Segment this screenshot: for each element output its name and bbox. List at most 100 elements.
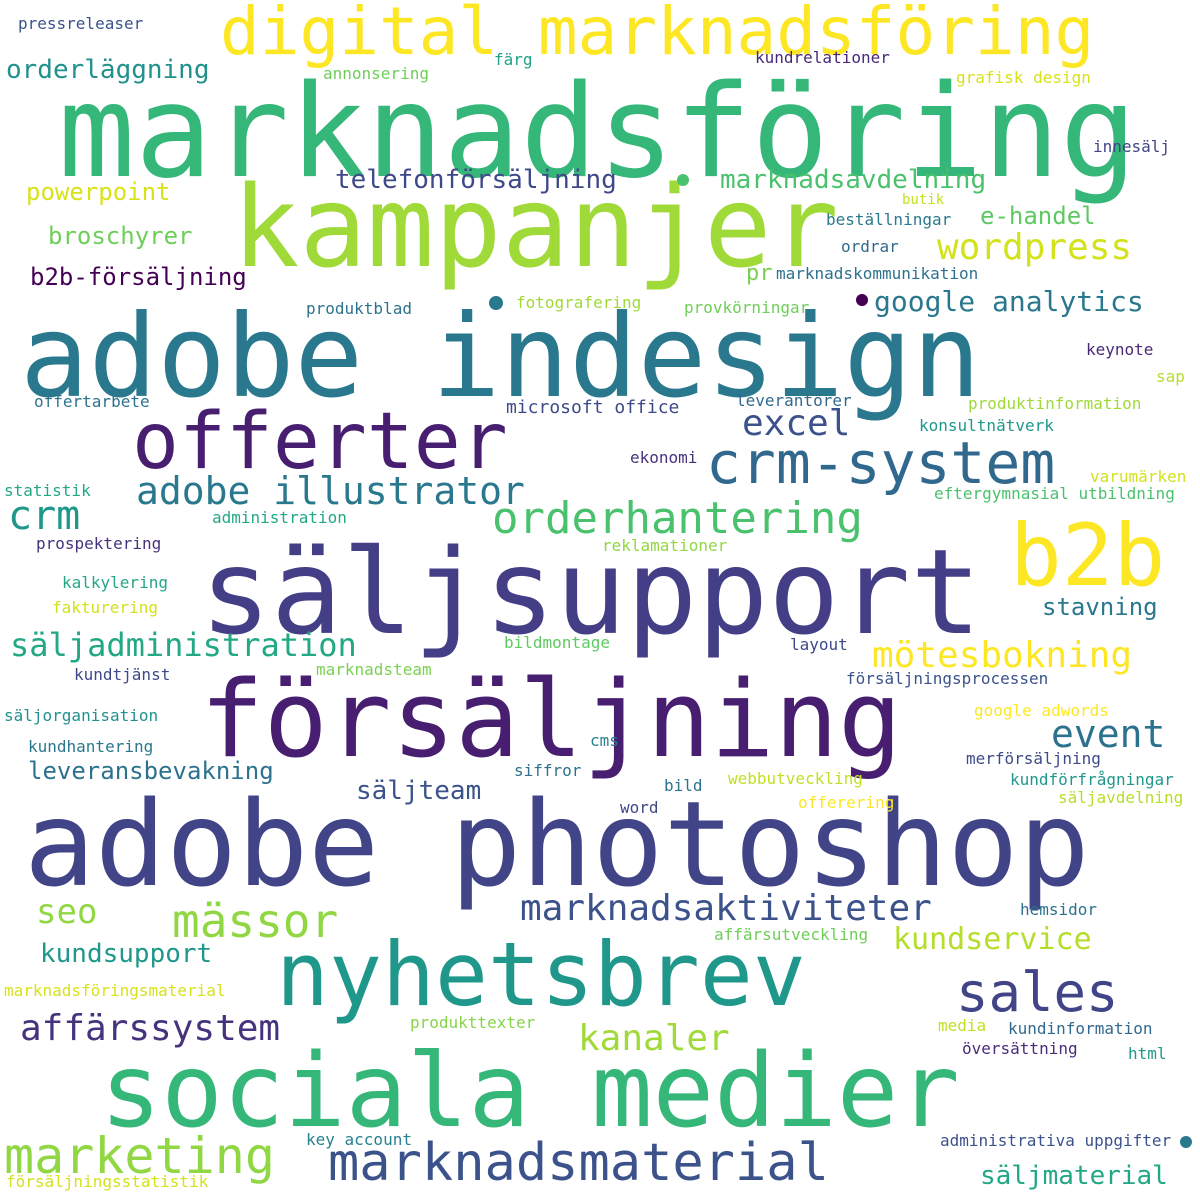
cloud-word: wordpress — [937, 227, 1133, 268]
cloud-word: fakturering — [52, 598, 158, 617]
cloud-word: kundförfrågningar — [1010, 770, 1174, 789]
cloud-word: offertarbete — [34, 392, 150, 411]
cloud-word: word — [620, 798, 659, 817]
cloud-word: försäljningsstatistik — [6, 1172, 209, 1191]
cloud-word: bildmontage — [504, 633, 610, 652]
cloud-word: broschyrer — [48, 222, 193, 250]
cloud-word: kundrelationer — [755, 48, 890, 67]
cloud-word: sociala medier — [100, 1032, 960, 1151]
cloud-word: färg — [494, 50, 533, 69]
cloud-word: kundhantering — [28, 737, 154, 756]
cloud-word: provkörningar — [684, 298, 810, 317]
cloud-word: media — [938, 1016, 987, 1035]
cloud-word: säljadministration — [10, 626, 357, 664]
cloud-word: fotografering — [516, 293, 642, 312]
cloud-word: produkttexter — [410, 1013, 536, 1032]
cloud-word: crm — [8, 493, 81, 539]
cloud-word: säljmaterial — [980, 1161, 1168, 1191]
cloud-word: grafisk design — [956, 68, 1091, 87]
cloud-word: excel — [742, 403, 851, 444]
cloud-word: offerering — [798, 793, 895, 812]
cloud-word: adobe indesign — [20, 290, 981, 423]
cloud-word: säljavdelning — [1058, 788, 1184, 807]
cloud-word: pressreleaser — [18, 14, 144, 33]
cloud-word: webbutveckling — [728, 769, 863, 788]
cloud-word: kundservice — [893, 922, 1092, 957]
cloud-word: beställningar — [826, 210, 952, 229]
cloud-word: marknadskommunikation — [776, 264, 979, 283]
cloud-word: säljorganisation — [4, 706, 159, 725]
cloud-word: keynote — [1086, 340, 1154, 359]
cloud-word: mötesbokning — [872, 635, 1133, 676]
cloud-word: leveransbevakning — [28, 757, 274, 785]
cloud-word: html — [1128, 1044, 1167, 1063]
cloud-word: ordrar — [841, 237, 899, 256]
cloud-word: crm-system — [706, 429, 1056, 497]
cloud-word: merförsäljning — [966, 749, 1101, 768]
cloud-word: adobe photoshop — [24, 775, 1090, 913]
cloud-word: marknadsmaterial — [328, 1133, 829, 1193]
cloud-word: mässor — [172, 894, 339, 948]
cloud-word: försäljningsprocessen — [846, 669, 1049, 688]
cloud-word: butik — [902, 192, 945, 208]
cloud-word: marknadsaktiviteter — [520, 888, 932, 929]
cloud-word: layout — [790, 635, 848, 654]
cloud-word: administrativa uppgifter — [940, 1131, 1172, 1150]
cloud-word: kalkylering — [62, 573, 168, 592]
cloud-word: google analytics — [874, 285, 1144, 318]
cloud-word: kundsupport — [40, 939, 213, 969]
cloud-word: ekonomi — [630, 448, 698, 467]
cloud-word: eftergymnasial utbildning — [934, 484, 1175, 503]
cloud-word: innesälj — [1093, 137, 1171, 156]
cloud-word: cms — [590, 731, 619, 750]
cloud-word: marknadsteam — [316, 660, 432, 679]
cloud-word: kampanjer — [232, 163, 839, 293]
cloud-dot — [489, 296, 503, 310]
cloud-word: key account — [306, 1130, 412, 1149]
cloud-word: orderläggning — [6, 55, 210, 85]
cloud-word: konsultnätverk — [919, 416, 1054, 435]
cloud-dot — [856, 294, 868, 306]
cloud-word: stavning — [1042, 593, 1158, 621]
cloud-word: google adwords — [974, 701, 1109, 720]
cloud-word: marknadsavdelning — [720, 165, 987, 195]
cloud-word: sales — [956, 961, 1119, 1024]
cloud-word: leverantörer — [736, 391, 852, 410]
cloud-word: affärsutveckling — [714, 925, 869, 944]
cloud-word: nyhetsbrev — [276, 923, 806, 1026]
cloud-word: kundtjänst — [74, 665, 171, 684]
cloud-word: kundinformation — [1008, 1019, 1153, 1038]
cloud-word: hemsidor — [1020, 900, 1098, 919]
cloud-dot — [677, 174, 689, 186]
cloud-word: telefonförsäljning — [335, 165, 617, 195]
cloud-word: powerpoint — [26, 178, 171, 206]
cloud-word: översättning — [962, 1039, 1078, 1058]
cloud-word: microsoft office — [506, 397, 680, 418]
cloud-word: b2b-försäljning — [30, 263, 247, 291]
cloud-word: kanaler — [578, 1018, 730, 1059]
cloud-word: produktinformation — [968, 394, 1142, 413]
cloud-word: pr — [746, 261, 773, 286]
cloud-word: siffror — [514, 761, 582, 780]
cloud-word: marknadsföring — [58, 58, 1137, 207]
cloud-word: administration — [212, 508, 347, 527]
cloud-word: annonsering — [323, 64, 429, 83]
cloud-word: reklamationer — [602, 536, 728, 555]
cloud-word: statistik — [4, 481, 91, 500]
cloud-word: prospektering — [36, 534, 162, 553]
cloud-word: bild — [664, 776, 703, 795]
cloud-word: varumärken — [1090, 467, 1187, 486]
cloud-word: b2b — [1010, 506, 1166, 606]
cloud-word: adobe illustrator — [136, 469, 525, 513]
cloud-word: orderhantering — [492, 493, 863, 544]
cloud-word: säljsupport — [200, 523, 982, 661]
cloud-word: marketing — [4, 1127, 275, 1185]
cloud-word: affärssystem — [20, 1008, 281, 1049]
cloud-word: offerter — [132, 397, 508, 487]
cloud-word: e-handel — [980, 202, 1096, 230]
cloud-word: seo — [36, 892, 98, 932]
cloud-word: digital marknadsföring — [220, 0, 1095, 70]
cloud-word: marknadsföringsmaterial — [4, 981, 226, 1000]
cloud-word: event — [1051, 712, 1166, 756]
